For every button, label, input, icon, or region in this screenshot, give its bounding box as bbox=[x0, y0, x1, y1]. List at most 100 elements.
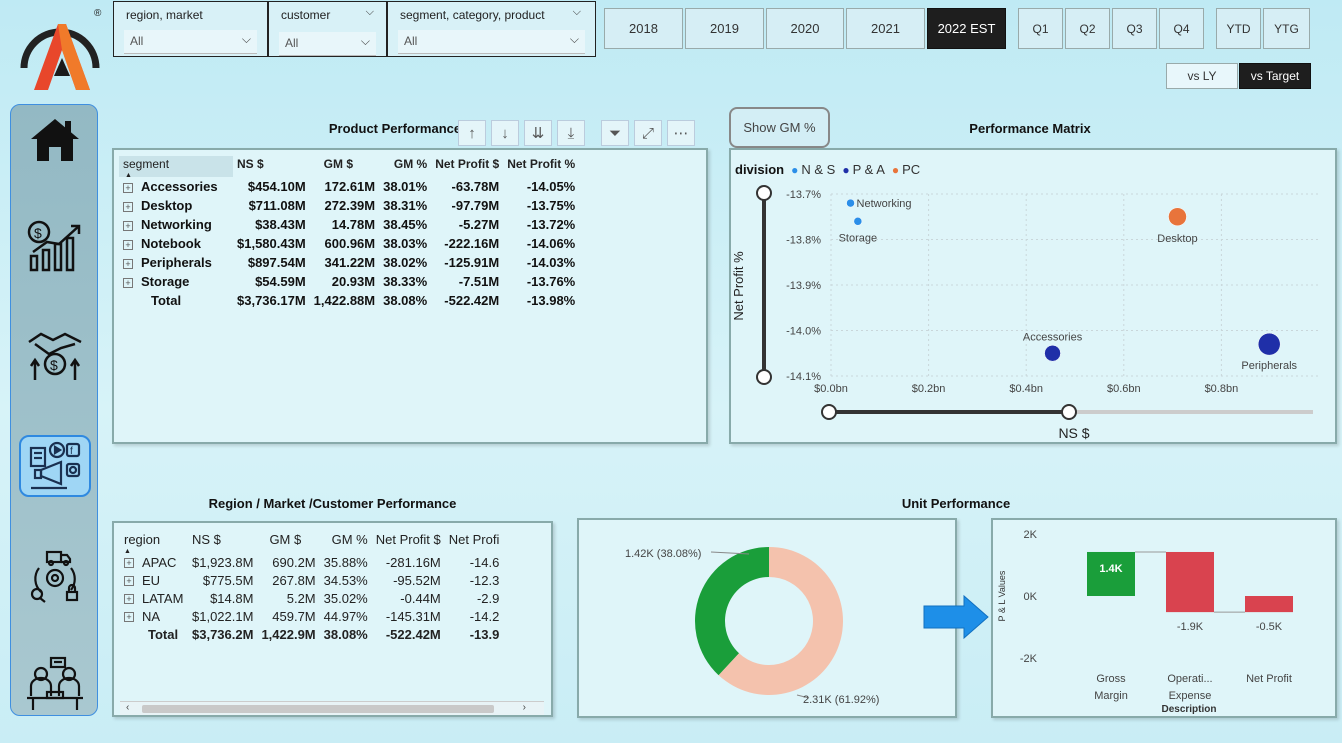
chevron-down-icon[interactable]: ⌵ bbox=[365, 6, 374, 18]
year-2021-button[interactable]: 2021 bbox=[846, 8, 925, 49]
company-logo bbox=[20, 24, 100, 90]
svg-text:f: f bbox=[70, 446, 73, 457]
waterfall-bar[interactable] bbox=[1245, 596, 1293, 613]
table-row[interactable]: + Accessories $454.10M 172.61M 38.01% -63.78… bbox=[119, 177, 579, 196]
expand-icon[interactable]: + bbox=[124, 612, 134, 623]
scatter-point[interactable] bbox=[1257, 332, 1281, 356]
table-row[interactable]: + NA $1,022.1M 459.7M 44.97% -145.31M -14.2 bbox=[120, 607, 503, 625]
scroll-left-icon[interactable]: ‹ bbox=[126, 702, 130, 713]
year-2022-est-button[interactable]: 2022 EST bbox=[927, 8, 1006, 49]
column-header-net-profit-pct[interactable]: Net Profi bbox=[448, 532, 500, 547]
ytd-button[interactable]: YTD bbox=[1216, 8, 1261, 49]
legend-marker: ● bbox=[791, 162, 799, 177]
legend-marker: ● bbox=[891, 162, 900, 177]
vs-ly-button[interactable]: vs LY bbox=[1166, 63, 1238, 89]
scatter-point[interactable] bbox=[1168, 207, 1187, 226]
expand-next-level-icon[interactable]: ⇊ bbox=[524, 120, 552, 146]
expand-icon[interactable]: + bbox=[123, 277, 133, 288]
donut-slice[interactable] bbox=[718, 547, 843, 695]
ytg-button[interactable]: YTG bbox=[1263, 8, 1310, 49]
data-label: -1.9K bbox=[1177, 621, 1204, 633]
column-header-gm-pct[interactable]: GM % bbox=[331, 532, 368, 547]
expand-icon[interactable]: + bbox=[124, 576, 134, 587]
waterfall-bar[interactable] bbox=[1087, 551, 1135, 596]
table-row[interactable]: + Desktop $711.08M 272.39M 38.31% -97.79M -13… bbox=[119, 196, 579, 215]
y-range-slider-handle[interactable] bbox=[756, 185, 772, 201]
legend-item[interactable]: N & S bbox=[801, 162, 836, 177]
units-donut-chart: 1.42K (38.08%) 2.31K (61.92%) bbox=[625, 547, 879, 706]
expand-hierarchy-icon[interactable]: ⤓ bbox=[557, 120, 585, 146]
drill-up-icon[interactable]: ↑ bbox=[458, 120, 486, 146]
year-2020-button[interactable]: 2020 bbox=[766, 8, 844, 49]
expand-icon[interactable]: + bbox=[123, 258, 133, 269]
column-header-ns[interactable]: NS $ bbox=[192, 532, 221, 547]
meeting-icon[interactable] bbox=[19, 653, 91, 715]
expand-icon[interactable]: + bbox=[124, 558, 134, 569]
region-market-dropdown[interactable]: All ⌵ bbox=[124, 30, 257, 54]
column-header-region[interactable]: region ▲ bbox=[124, 532, 161, 555]
finance-growth-icon[interactable]: $ bbox=[19, 215, 91, 277]
expand-icon[interactable]: + bbox=[123, 201, 133, 212]
x-range-slider-handle[interactable] bbox=[821, 404, 837, 420]
marketing-icon[interactable]: f bbox=[19, 435, 91, 497]
legend-item[interactable]: PC bbox=[902, 162, 921, 177]
filter-icon[interactable]: ⏷ bbox=[601, 120, 629, 146]
handshake-money-icon[interactable]: $ bbox=[19, 323, 91, 385]
column-header-segment[interactable]: segment ▲ bbox=[119, 156, 233, 179]
scatter-point[interactable] bbox=[846, 198, 855, 208]
expand-icon[interactable]: + bbox=[123, 239, 133, 250]
x-axis-label: Description bbox=[1161, 704, 1216, 715]
chevron-down-icon[interactable]: ⌵ bbox=[572, 6, 581, 18]
column-header-gm[interactable]: GM $ bbox=[269, 532, 302, 547]
more-options-icon[interactable]: ⋯ bbox=[667, 120, 695, 146]
scatter-point[interactable] bbox=[1044, 345, 1061, 362]
scrollbar-thumb[interactable] bbox=[142, 705, 494, 713]
year-2018-button[interactable]: 2018 bbox=[604, 8, 683, 49]
column-header-net-profit[interactable]: Net Profit $ bbox=[435, 157, 500, 171]
svg-text:$: $ bbox=[50, 357, 58, 373]
column-header-gm[interactable]: GM $ bbox=[323, 157, 354, 171]
table-total-row: Total $3,736.2M 1,422.9M 38.08% -522.42M -13… bbox=[148, 626, 500, 642]
donut-slice[interactable] bbox=[695, 547, 769, 676]
table-row[interactable]: + Networking $38.43M 14.78M 38.45% -5.27M -13… bbox=[119, 215, 579, 234]
table-row[interactable]: + EU $775.5M 267.8M 34.53% -95.52M -12.3 bbox=[120, 571, 503, 589]
expand-icon[interactable]: + bbox=[123, 220, 133, 231]
supply-chain-icon[interactable] bbox=[19, 545, 91, 607]
show-gm-button[interactable]: Show GM % bbox=[729, 107, 830, 148]
category-label: Net Profit bbox=[1246, 673, 1292, 685]
expand-icon[interactable]: + bbox=[124, 594, 134, 605]
slicer-title: segment, category, product bbox=[400, 8, 545, 22]
year-2019-button[interactable]: 2019 bbox=[685, 8, 764, 49]
vs-target-button[interactable]: vs Target bbox=[1239, 63, 1311, 89]
customer-dropdown[interactable]: All ⌵ bbox=[279, 32, 376, 56]
legend-item[interactable]: P & A bbox=[852, 162, 885, 177]
table-row[interactable]: + Storage $54.59M 20.93M 38.33% -7.51M -13.76… bbox=[119, 272, 579, 291]
waterfall-bar[interactable] bbox=[1166, 551, 1214, 613]
q4-button[interactable]: Q4 bbox=[1159, 8, 1204, 49]
y-range-slider-handle[interactable] bbox=[756, 369, 772, 385]
scroll-right-icon[interactable]: › bbox=[522, 702, 526, 713]
horizontal-scrollbar[interactable]: ‹ › bbox=[120, 701, 544, 715]
table-row[interactable]: + Peripherals $897.54M 341.22M 38.02% -125.9… bbox=[119, 253, 579, 272]
table-row[interactable]: + Notebook $1,580.43M 600.96M 38.03% -222.16… bbox=[119, 234, 579, 253]
focus-mode-icon[interactable]: ⤢ bbox=[634, 120, 662, 146]
x-range-slider-handle[interactable] bbox=[1061, 404, 1077, 420]
expand-icon[interactable]: + bbox=[123, 182, 133, 193]
sidebar-nav: $ $ f bbox=[10, 104, 98, 716]
q1-button[interactable]: Q1 bbox=[1018, 8, 1063, 49]
point-label: Accessories bbox=[1023, 331, 1083, 343]
column-header-net-profit-pct[interactable]: Net Profit % bbox=[507, 157, 576, 171]
leader-line bbox=[796, 694, 810, 699]
drill-down-icon[interactable]: ↓ bbox=[491, 120, 519, 146]
scatter-point[interactable] bbox=[853, 217, 863, 226]
table-row[interactable]: + APAC $1,923.8M 690.2M 35.88% -281.16M -14.6 bbox=[120, 553, 503, 571]
q3-button[interactable]: Q3 bbox=[1112, 8, 1157, 49]
svg-text:$: $ bbox=[34, 225, 42, 241]
home-icon[interactable] bbox=[19, 109, 91, 171]
q2-button[interactable]: Q2 bbox=[1065, 8, 1110, 49]
column-header-net-profit[interactable]: Net Profit $ bbox=[375, 532, 441, 547]
column-header-gm-pct[interactable]: GM % bbox=[393, 157, 428, 171]
segment-dropdown[interactable]: All ⌵ bbox=[398, 30, 585, 54]
table-row[interactable]: + LATAM $14.8M 5.2M 35.02% -0.44M -2.9 bbox=[120, 589, 503, 607]
column-header-ns[interactable]: NS $ bbox=[237, 157, 264, 171]
